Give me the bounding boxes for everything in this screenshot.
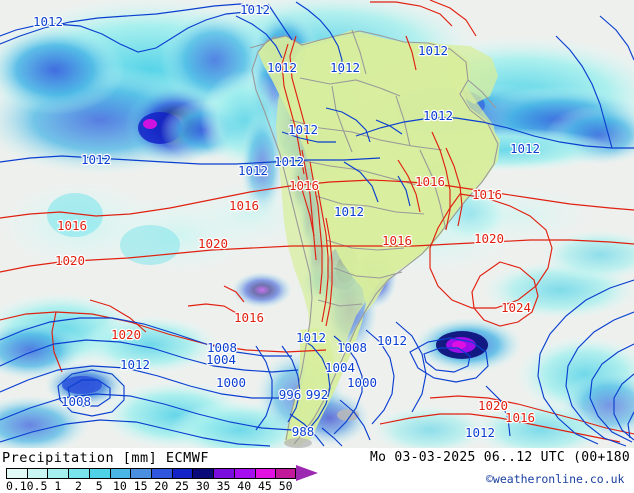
- isobar-label: 1012: [330, 60, 360, 75]
- colorbar-overflow-arrow: [296, 465, 318, 481]
- isobar-label: 1024: [501, 300, 531, 315]
- isobar-label: 1012: [288, 122, 318, 137]
- isobar-label: 992: [306, 387, 329, 402]
- colorbar-segment: [6, 468, 27, 479]
- colorbar-segment: [26, 468, 48, 479]
- isobar-label: 1016: [57, 218, 87, 233]
- legend-title: Precipitation [mm] ECMWF: [2, 450, 210, 466]
- colorbar-segment: [233, 468, 255, 479]
- low-pressure-contours: [0, 1, 634, 447]
- colorbar-segment: [151, 468, 172, 479]
- colorbar-segment: [68, 468, 89, 479]
- isobar-label: 1012: [296, 330, 326, 345]
- isobar-label: 1012: [334, 204, 364, 219]
- colorbar-segment: [171, 468, 193, 479]
- isobar-label: 1016: [505, 410, 535, 425]
- precipitation-colorbar[interactable]: [6, 468, 296, 479]
- high-pressure-contours: [0, 0, 634, 443]
- model-run-info: Mo 03-03-2025 06..12 UTC (00+180: [370, 450, 631, 465]
- colorbar-segment: [109, 468, 131, 479]
- isobar-label: 1012: [510, 141, 540, 156]
- coastline-layer: [249, 29, 499, 445]
- isobar-label: 1008: [61, 394, 91, 409]
- isobar-label: 1012: [267, 60, 297, 75]
- precipitation-map[interactable]: 1012 1012 1012 1012 1012 1012 1012 1012 1012 1012…: [0, 0, 634, 448]
- isobar-label: 1012: [81, 152, 111, 167]
- colorbar-tick: 15: [133, 479, 148, 493]
- isobar-label: 1000: [216, 375, 246, 390]
- isobar-label: 1000: [347, 375, 377, 390]
- isobar-label-group: 1012 1012 1012 1012 1012 1012 1012 1012 1012 1012…: [32, 1, 542, 441]
- isobar-label: 1020: [198, 236, 228, 251]
- precipitation-field: [0, 0, 634, 448]
- isobar-label: 1012: [120, 357, 150, 372]
- colorbar-tick: 50: [278, 479, 293, 493]
- colorbar-segment: [192, 468, 214, 479]
- isobar-label: 1016: [229, 198, 259, 213]
- isobar-label: 1012: [33, 14, 63, 29]
- colorbar-segment: [275, 468, 296, 479]
- isobar-label: 1004: [206, 352, 236, 367]
- colorbar-tick: 35: [216, 479, 231, 493]
- colorbar-segment: [88, 468, 110, 479]
- isobar-label: 1004: [325, 360, 355, 375]
- isobar-label: 988: [292, 424, 315, 439]
- isobar-label: 1012: [274, 154, 304, 169]
- landmass-layer: [258, 30, 500, 448]
- isobar-label: 1016: [472, 187, 502, 202]
- isobar-label: 1012: [238, 163, 268, 178]
- colorbar-tick: 25: [175, 479, 189, 493]
- colorbar-tick: 40: [237, 479, 252, 493]
- colorbar-tick: 0.1: [5, 479, 27, 493]
- colorbar-tick: 2: [75, 479, 82, 493]
- colorbar-segment: [47, 468, 69, 479]
- isobar-label: 1020: [478, 398, 508, 413]
- isobar-label: 1012: [423, 108, 453, 123]
- colorbar-tick: 45: [257, 479, 272, 493]
- isobar-label: 1016: [234, 310, 264, 325]
- isobar-label: 1012: [418, 43, 448, 58]
- isobar-label: 1012: [240, 2, 270, 17]
- isobar-label: 1016: [289, 178, 319, 193]
- legend-footer: Precipitation [mm] ECMWF 0.1 0.5 1 2 5 10 15 20…: [0, 448, 634, 493]
- copyright-notice: ©weatheronline.co.uk: [486, 472, 625, 486]
- isobar-label: 1008: [337, 340, 367, 355]
- map-canvas: 1012 1012 1012 1012 1012 1012 1012 1012 1012 1012…: [0, 0, 634, 448]
- isobar-label: 1016: [382, 233, 412, 248]
- colorbar-segment: [130, 468, 151, 479]
- colorbar-tick: 1: [54, 479, 62, 493]
- isobar-label: 1020: [55, 253, 85, 268]
- colorbar-tick-labels: 0.1 0.5 1 2 5 10 15 20 25 30 35 40 45 50: [0, 479, 320, 493]
- isobar-label: 1012: [377, 333, 407, 348]
- colorbar-tick: 0.5: [26, 479, 48, 493]
- isobar-label: 1020: [474, 231, 504, 246]
- colorbar-segment: [213, 468, 234, 479]
- colorbar-tick: 20: [154, 479, 169, 493]
- isobar-label: 1012: [465, 425, 495, 440]
- isobar-label: 996: [279, 387, 302, 402]
- isobar-label: 1016: [415, 174, 445, 189]
- isobar-label: 1020: [111, 327, 141, 342]
- colorbar-segment: [254, 468, 276, 479]
- colorbar-tick: 5: [95, 479, 103, 493]
- isobar-label: 1008: [207, 340, 237, 355]
- colorbar-tick: 30: [195, 479, 210, 493]
- colorbar-tick: 10: [112, 479, 127, 493]
